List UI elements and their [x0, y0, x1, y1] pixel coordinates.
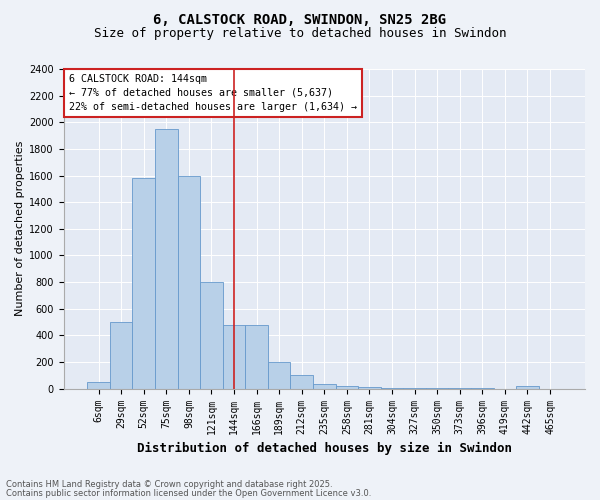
Bar: [200, 282, 223, 389]
Bar: [335, 386, 358, 388]
Bar: [223, 324, 245, 388]
Bar: [516, 386, 539, 388]
Text: Contains HM Land Registry data © Crown copyright and database right 2025.: Contains HM Land Registry data © Crown c…: [6, 480, 332, 489]
Bar: [268, 362, 290, 388]
Bar: [133, 178, 155, 388]
Bar: [290, 376, 313, 388]
Y-axis label: Number of detached properties: Number of detached properties: [15, 141, 25, 316]
Bar: [110, 322, 133, 388]
Text: Size of property relative to detached houses in Swindon: Size of property relative to detached ho…: [94, 28, 506, 40]
Text: 6 CALSTOCK ROAD: 144sqm
← 77% of detached houses are smaller (5,637)
22% of semi: 6 CALSTOCK ROAD: 144sqm ← 77% of detache…: [69, 74, 357, 112]
Bar: [178, 176, 200, 388]
Text: 6, CALSTOCK ROAD, SWINDON, SN25 2BG: 6, CALSTOCK ROAD, SWINDON, SN25 2BG: [154, 12, 446, 26]
Bar: [358, 387, 381, 388]
X-axis label: Distribution of detached houses by size in Swindon: Distribution of detached houses by size …: [137, 442, 512, 455]
Bar: [245, 324, 268, 388]
Bar: [313, 384, 335, 388]
Bar: [155, 129, 178, 388]
Text: Contains public sector information licensed under the Open Government Licence v3: Contains public sector information licen…: [6, 488, 371, 498]
Bar: [88, 382, 110, 388]
